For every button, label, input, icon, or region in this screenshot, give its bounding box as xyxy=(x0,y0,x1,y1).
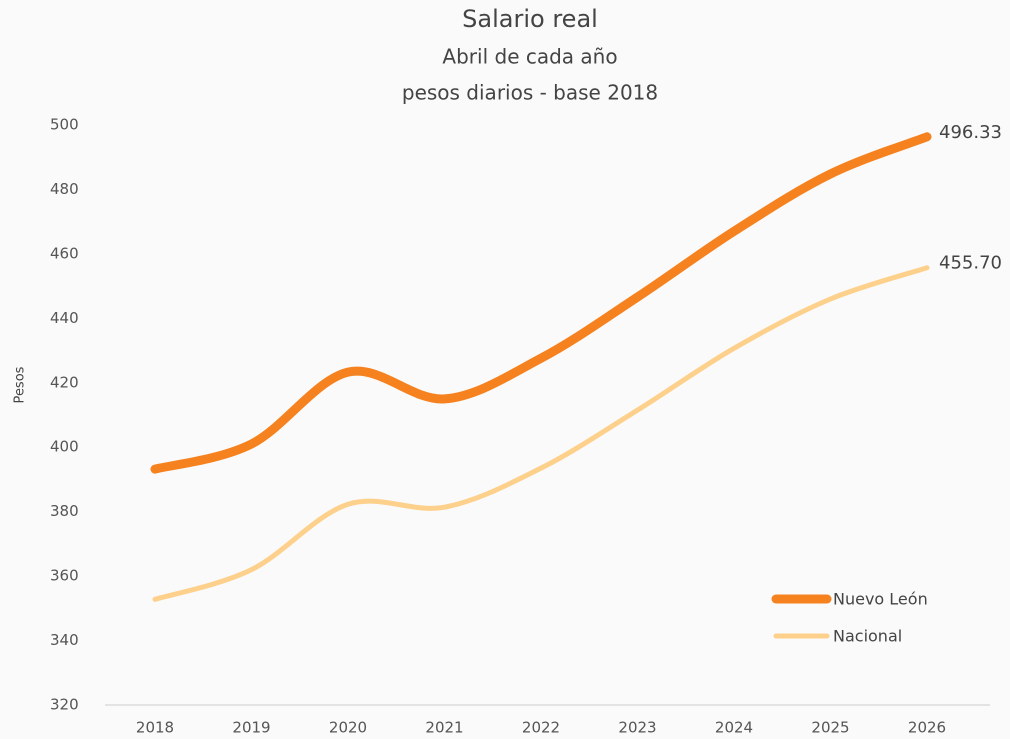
legend-label: Nacional xyxy=(833,627,902,646)
data-label: 455.70 xyxy=(939,253,1002,274)
y-tick-label: 340 xyxy=(50,631,79,649)
y-tick-label: 500 xyxy=(50,116,79,134)
x-tick-label: 2025 xyxy=(811,719,849,737)
x-tick-label: 2026 xyxy=(908,719,946,737)
chart-subtitle: pesos diarios - base 2018 xyxy=(402,81,658,105)
series-line xyxy=(152,265,930,602)
x-tick-label: 2021 xyxy=(425,719,463,737)
y-tick-label: 440 xyxy=(50,309,79,327)
x-tick-label: 2020 xyxy=(329,719,367,737)
x-tick-label: 2022 xyxy=(522,719,560,737)
chart-subtitle: Abril de cada año xyxy=(442,45,617,69)
y-tick-label: 480 xyxy=(50,180,79,198)
y-tick-label: 420 xyxy=(50,373,79,391)
y-tick-label: 360 xyxy=(50,567,79,585)
y-tick-label: 320 xyxy=(50,696,79,714)
data-label: 496.33 xyxy=(939,122,1002,143)
y-tick-label: 400 xyxy=(50,438,79,456)
y-tick-label: 380 xyxy=(50,502,79,520)
legend-label: Nuevo León xyxy=(833,590,928,609)
x-tick-label: 2024 xyxy=(715,719,753,737)
chart-title: Salario real xyxy=(462,5,598,33)
y-axis-label: Pesos xyxy=(13,366,28,403)
x-tick-label: 2023 xyxy=(618,719,656,737)
series-line xyxy=(150,132,932,474)
x-tick-label: 2019 xyxy=(232,719,270,737)
x-tick-label: 2018 xyxy=(136,719,174,737)
y-tick-label: 460 xyxy=(50,244,79,262)
